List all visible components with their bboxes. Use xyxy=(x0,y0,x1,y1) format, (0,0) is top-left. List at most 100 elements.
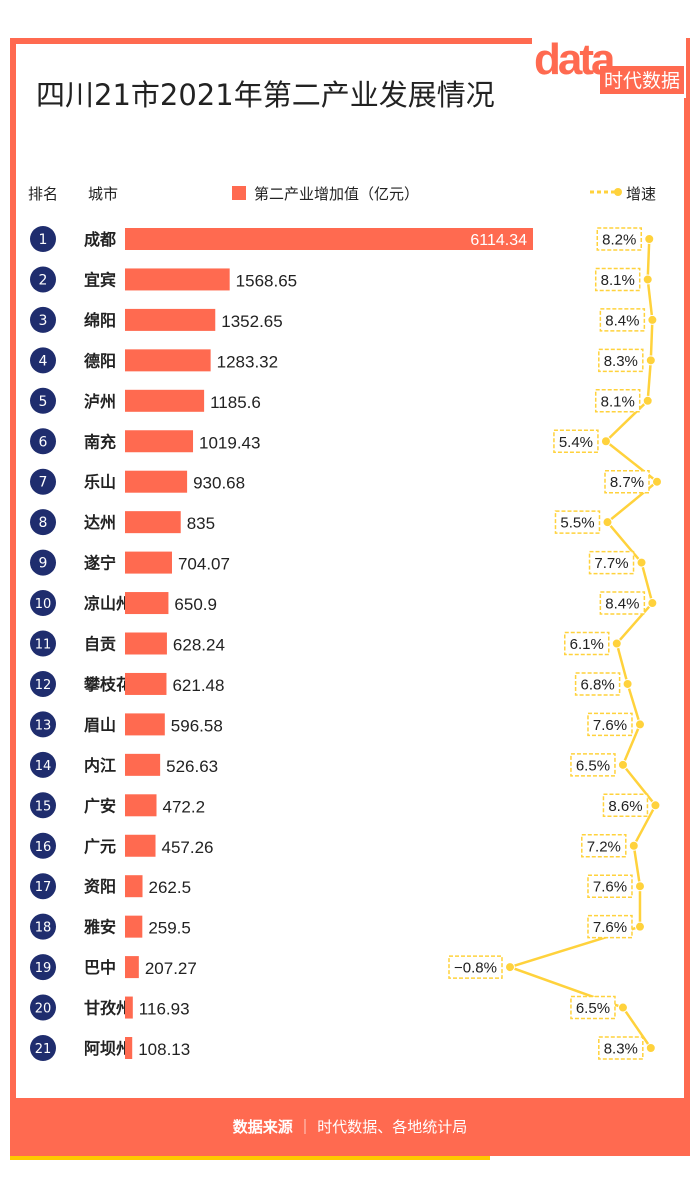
growth-point xyxy=(617,1002,628,1013)
growth-label: −0.8% xyxy=(454,960,497,977)
city-label: 自贡 xyxy=(84,635,116,654)
city-label: 乐山 xyxy=(84,473,116,492)
footer-text: 数据来源 ｜ 时代数据、各地统计局 xyxy=(0,1116,700,1137)
footer-source: 时代数据、各地统计局 xyxy=(317,1118,468,1136)
city-label: 内江 xyxy=(84,756,116,775)
growth-label-box xyxy=(599,591,646,615)
bar-遂宁 xyxy=(125,551,172,574)
city-label: 宜宾 xyxy=(84,270,116,289)
rank-circle xyxy=(30,266,56,293)
bar-南充 xyxy=(125,430,194,453)
bar-雅安 xyxy=(125,915,143,938)
city-label: 资阳 xyxy=(84,877,116,896)
growth-label: 8.4% xyxy=(605,312,639,329)
rank-circle xyxy=(30,994,56,1021)
growth-point xyxy=(650,800,661,811)
city-label: 甘孜州 xyxy=(84,999,132,1018)
rank-circle xyxy=(30,306,56,333)
rank-number: 16 xyxy=(35,840,52,855)
bar-value-label: 835 xyxy=(187,514,215,533)
legend-bar-swatch xyxy=(232,186,246,200)
rank-circle xyxy=(30,630,56,657)
footer-accent-line xyxy=(10,1156,490,1160)
bar-资阳 xyxy=(125,875,143,898)
bar-巴中 xyxy=(125,956,139,979)
city-label: 眉山 xyxy=(84,715,116,734)
rank-circle xyxy=(30,509,56,536)
rank-circle xyxy=(30,549,56,576)
growth-point xyxy=(634,921,645,932)
bar-value-label: 526.63 xyxy=(166,757,218,776)
rank-number: 12 xyxy=(35,678,52,693)
growth-label-box xyxy=(570,753,616,777)
growth-label-box xyxy=(594,267,641,292)
rank-number: 18 xyxy=(35,921,52,936)
rank-number: 3 xyxy=(39,313,48,329)
growth-label: 6.5% xyxy=(576,1000,610,1017)
city-label: 广元 xyxy=(84,837,116,856)
growth-point xyxy=(645,355,656,366)
legend-line-label: 增速 xyxy=(626,185,657,203)
bar-value-label: 628.24 xyxy=(173,636,225,655)
rank-circle xyxy=(30,226,56,252)
rank-number: 14 xyxy=(35,759,52,774)
growth-label-box xyxy=(448,955,503,979)
bar-内江 xyxy=(125,753,161,776)
rank-number: 2 xyxy=(39,272,48,288)
bar-value-label: 704.07 xyxy=(178,555,230,574)
growth-label-box xyxy=(581,834,627,858)
legend-bar-label: 第二产业增加值（亿元） xyxy=(254,185,420,203)
header-city: 城市 xyxy=(88,185,119,203)
growth-label-box xyxy=(599,308,646,332)
bar-value-label: 621.48 xyxy=(172,676,224,695)
growth-label: 7.6% xyxy=(593,879,627,896)
growth-point xyxy=(652,476,662,487)
chart-title: 四川21市2021年第二产业发展情况 xyxy=(36,78,495,112)
growth-point xyxy=(634,719,645,730)
bar-德阳 xyxy=(125,349,211,372)
bar-value-label: 1568.65 xyxy=(236,271,297,290)
growth-label: 6.1% xyxy=(570,636,604,653)
growth-label: 8.6% xyxy=(608,798,642,815)
growth-point xyxy=(642,395,653,406)
growth-label-box xyxy=(598,1036,644,1060)
rank-number: 20 xyxy=(35,1002,52,1017)
legend-line-icon xyxy=(590,188,622,196)
bar-自贡 xyxy=(125,632,167,655)
growth-label-box xyxy=(594,389,641,413)
bar-value-label: 108.13 xyxy=(138,1040,190,1059)
growth-label: 7.6% xyxy=(593,717,627,734)
rank-number: 5 xyxy=(39,394,48,410)
city-label: 德阳 xyxy=(84,351,116,370)
growth-label-box xyxy=(564,631,610,656)
bar-绵阳 xyxy=(125,308,216,331)
growth-point xyxy=(636,557,647,568)
growth-label: 8.7% xyxy=(610,474,644,491)
bar-宜宾 xyxy=(125,268,230,291)
growth-label-box xyxy=(596,227,643,251)
growth-label: 8.3% xyxy=(604,353,638,370)
growth-label: 8.4% xyxy=(605,596,639,613)
bar-乐山 xyxy=(125,470,188,493)
growth-label-box xyxy=(604,469,650,494)
growth-label-box xyxy=(587,712,633,737)
bar-value-label: 262.5 xyxy=(149,878,192,897)
bar-value-label: 1185.6 xyxy=(210,393,261,412)
rank-circle xyxy=(30,670,56,697)
rank-circle xyxy=(30,387,56,414)
growth-label: 7.6% xyxy=(593,919,627,936)
growth-label: 7.2% xyxy=(587,838,621,855)
bar-攀枝花 xyxy=(125,672,167,695)
bar-value-label: 596.58 xyxy=(171,716,223,735)
growth-label-box xyxy=(587,914,633,939)
bar-value-label: 207.27 xyxy=(145,959,197,978)
bar-广元 xyxy=(125,834,156,857)
rank-circle xyxy=(30,873,56,900)
rank-number: 19 xyxy=(35,961,52,976)
bar-眉山 xyxy=(125,713,165,736)
growth-label-box xyxy=(553,429,599,453)
bar-成都 xyxy=(125,228,533,250)
brand-name: 时代数据 xyxy=(604,70,680,92)
bar-甘孜州 xyxy=(125,996,133,1019)
growth-label: 6.5% xyxy=(576,757,610,774)
